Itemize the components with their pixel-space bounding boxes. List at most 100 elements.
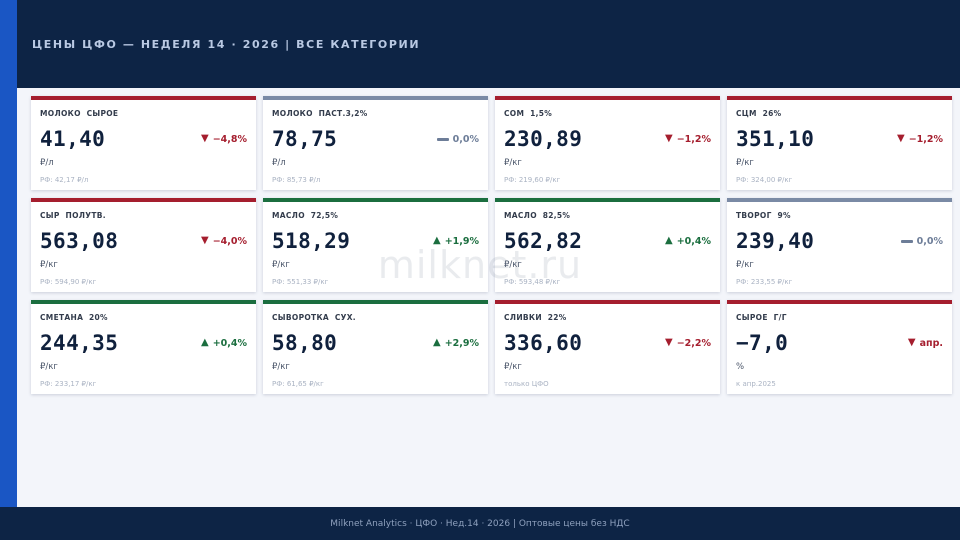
card-change-badge: 0,0%: [436, 133, 479, 145]
side-accent-bar: [0, 0, 17, 507]
card-value-row: 351,10 ▼ −1,2%: [736, 124, 943, 154]
card-change-badge: ▲ +1,9%: [433, 236, 479, 247]
card-price-value: 239,40: [736, 229, 815, 253]
price-card[interactable]: СЫР ПОЛУТВ. 563,08 ▼ −4,0% ₽/кг РФ: 594,90 ₽/…: [31, 198, 256, 292]
card-change-badge: ▼ −4,0%: [201, 236, 247, 247]
card-reference-note: РФ: 42,17 ₽/л: [40, 176, 89, 184]
card-label: МАСЛО 72,5%: [272, 211, 339, 220]
card-change-text: 0,0%: [452, 133, 479, 145]
card-unit: ₽/кг: [504, 158, 522, 168]
triangle-down-icon: ▼: [200, 133, 209, 144]
card-change-text: −1,2%: [908, 133, 943, 145]
card-price-value: 244,35: [40, 331, 119, 355]
card-unit: ₽/кг: [40, 362, 58, 372]
card-change-badge: ▼ −1,2%: [665, 134, 711, 145]
flat-dash-icon: [436, 137, 449, 141]
card-value-row: 244,35 ▲ +0,4%: [40, 328, 247, 358]
card-value-row: 562,82 ▲ +0,4%: [504, 226, 711, 256]
price-card[interactable]: СЛИВКИ 22% 336,60 ▼ −2,2% ₽/кг только ЦФО: [495, 300, 720, 394]
card-reference-note: к апр.2025: [736, 380, 776, 388]
triangle-up-icon: ▲: [200, 337, 209, 348]
card-change-text: +2,9%: [444, 337, 479, 349]
card-unit: ₽/кг: [504, 362, 522, 372]
price-card[interactable]: СЫВОРОТКА СУХ. 58,80 ▲ +2,9% ₽/кг РФ: 61,65 ₽…: [263, 300, 488, 394]
card-value-row: 41,40 ▼ −4,8%: [40, 124, 247, 154]
card-value-row: 239,40 0,0%: [736, 226, 943, 256]
card-change-badge: ▲ +0,4%: [665, 236, 711, 247]
price-card[interactable]: МАСЛО 82,5% 562,82 ▲ +0,4% ₽/кг РФ: 593,48 ₽/…: [495, 198, 720, 292]
card-label: МОЛОКО СЫРОЕ: [40, 109, 119, 118]
page-title: ЦЕНЫ ЦФО — НЕДЕЛЯ 14 · 2026 | ВСЕ КАТЕГО…: [32, 37, 421, 51]
card-label: СЫРОЕ Г/Г: [736, 313, 787, 322]
card-change-text: +0,4%: [676, 235, 711, 247]
card-label: МАСЛО 82,5%: [504, 211, 571, 220]
price-card[interactable]: СОМ 1,5% 230,89 ▼ −1,2% ₽/кг РФ: 219,60 ₽/кг: [495, 96, 720, 190]
price-card[interactable]: МОЛОКО СЫРОЕ 41,40 ▼ −4,8% ₽/л РФ: 42,17 ₽/л: [31, 96, 256, 190]
card-label: СЛИВКИ 22%: [504, 313, 567, 322]
triangle-up-icon: ▲: [432, 235, 441, 246]
footer-bar: Milknet Analytics · ЦФО · Нед.14 · 2026 …: [0, 507, 960, 540]
card-change-text: −1,2%: [676, 133, 711, 145]
card-change-badge: 0,0%: [900, 236, 943, 247]
card-change-text: +1,9%: [444, 235, 479, 247]
price-card[interactable]: СЫРОЕ Г/Г −7,0 ▼ апр.% к апр.2025: [727, 300, 952, 394]
card-label: МОЛОКО ПАСТ.3,2%: [272, 109, 368, 118]
card-price-value: 78,75: [272, 127, 338, 151]
card-change-badge: ▲ +2,9%: [433, 338, 479, 349]
card-price-value: 230,89: [504, 127, 583, 151]
card-change-badge: ▼ −2,2%: [665, 338, 711, 349]
triangle-down-icon: ▼: [896, 133, 905, 144]
card-change-text: +0,4%: [212, 337, 247, 349]
card-reference-note: РФ: 593,48 ₽/кг: [504, 278, 561, 286]
card-unit: ₽/кг: [736, 260, 754, 270]
card-value-row: 336,60 ▼ −2,2%: [504, 328, 711, 358]
card-label: СОМ 1,5%: [504, 109, 553, 118]
card-reference-note: РФ: 85,73 ₽/л: [272, 176, 321, 184]
triangle-up-icon: ▲: [432, 337, 441, 348]
footer-text: Milknet Analytics · ЦФО · Нед.14 · 2026 …: [330, 518, 630, 529]
price-card[interactable]: МОЛОКО ПАСТ.3,2% 78,75 0,0% ₽/л РФ: 85,73 ₽/…: [263, 96, 488, 190]
price-card[interactable]: ТВОРОГ 9% 239,40 0,0% ₽/кг РФ: 233,55 ₽/кг: [727, 198, 952, 292]
card-unit: ₽/кг: [40, 260, 58, 270]
card-unit: ₽/кг: [272, 362, 290, 372]
card-unit: ₽/кг: [736, 158, 754, 168]
card-price-value: 518,29: [272, 229, 351, 253]
card-price-value: 563,08: [40, 229, 119, 253]
card-change-text: апр.: [919, 337, 943, 349]
card-unit: ₽/л: [40, 158, 54, 168]
card-change-text: −4,0%: [212, 235, 247, 247]
card-price-value: 41,40: [40, 127, 106, 151]
price-card-grid: МОЛОКО СЫРОЕ 41,40 ▼ −4,8% ₽/л РФ: 42,17 ₽/л М…: [31, 96, 952, 394]
card-label: СЫВОРОТКА СУХ.: [272, 313, 356, 322]
card-reference-note: только ЦФО: [504, 380, 549, 388]
card-price-value: 58,80: [272, 331, 338, 355]
card-change-badge: ▼ апр.: [908, 338, 943, 349]
triangle-down-icon: ▼: [907, 337, 916, 348]
card-reference-note: РФ: 233,55 ₽/кг: [736, 278, 793, 286]
card-reference-note: РФ: 219,60 ₽/кг: [504, 176, 561, 184]
triangle-down-icon: ▼: [664, 133, 673, 144]
card-label: СЫР ПОЛУТВ.: [40, 211, 106, 220]
card-value-row: 78,75 0,0%: [272, 124, 479, 154]
card-change-badge: ▼ −4,8%: [201, 134, 247, 145]
price-card[interactable]: МАСЛО 72,5% 518,29 ▲ +1,9% ₽/кг РФ: 551,33 ₽/…: [263, 198, 488, 292]
card-label: СЦМ 26%: [736, 109, 782, 118]
card-price-value: 336,60: [504, 331, 583, 355]
price-card[interactable]: СЦМ 26% 351,10 ▼ −1,2% ₽/кг РФ: 324,00 ₽/кг: [727, 96, 952, 190]
card-value-row: −7,0 ▼ апр.: [736, 328, 943, 358]
price-card[interactable]: СМЕТАНА 20% 244,35 ▲ +0,4% ₽/кг РФ: 233,17 ₽/…: [31, 300, 256, 394]
card-price-value: 562,82: [504, 229, 583, 253]
card-change-badge: ▲ +0,4%: [201, 338, 247, 349]
triangle-down-icon: ▼: [200, 235, 209, 246]
card-label: ТВОРОГ 9%: [736, 211, 791, 220]
card-reference-note: РФ: 233,17 ₽/кг: [40, 380, 97, 388]
triangle-down-icon: ▼: [664, 337, 673, 348]
flat-dash-icon: [900, 239, 913, 243]
card-change-text: −4,8%: [212, 133, 247, 145]
card-price-value: 351,10: [736, 127, 815, 151]
card-reference-note: РФ: 61,65 ₽/кг: [272, 380, 324, 388]
card-value-row: 230,89 ▼ −1,2%: [504, 124, 711, 154]
card-value-row: 58,80 ▲ +2,9%: [272, 328, 479, 358]
card-reference-note: РФ: 324,00 ₽/кг: [736, 176, 793, 184]
triangle-up-icon: ▲: [664, 235, 673, 246]
